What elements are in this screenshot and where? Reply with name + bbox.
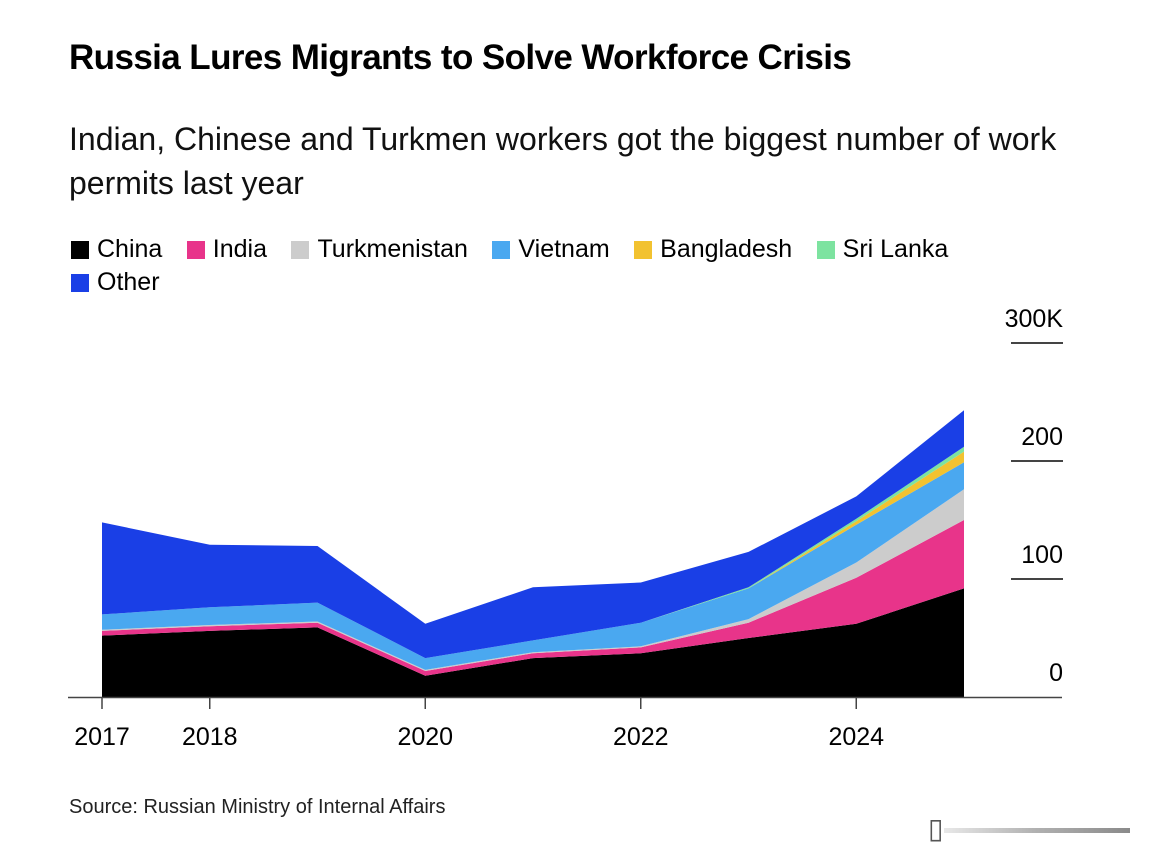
chart-title: Russia Lures Migrants to Solve Workforce… [69, 38, 852, 77]
x-tick-label: 2018 [182, 723, 238, 751]
x-tick-label: 2020 [397, 723, 453, 751]
scroll-indicator [944, 828, 1130, 833]
x-tick-label: 2017 [74, 723, 130, 751]
legend: China India Turkmenistan Vietnam Banglad… [71, 233, 1051, 299]
x-tick-label: 2024 [828, 723, 884, 751]
area-india [102, 520, 964, 676]
legend-label-turkmenistan: Turkmenistan [317, 235, 468, 263]
legend-swatch-bangladesh [634, 240, 653, 259]
chart-subtitle: Indian, Chinese and Turkmen workers got … [69, 121, 1057, 201]
legend-item-sri-lanka: Sri Lanka [816, 233, 949, 266]
y-tick-label: 0 [1049, 659, 1063, 687]
legend-swatch-sri-lanka [816, 240, 835, 259]
legend-swatch-other [71, 273, 89, 292]
legend-swatch-china [71, 240, 89, 259]
x-tick-label: 2022 [613, 723, 669, 751]
legend-swatch-turkmenistan [291, 240, 310, 259]
y-tick-label: 100 [1021, 541, 1063, 569]
source-note: Source: Russian Ministry of Internal Aff… [69, 796, 446, 818]
y-tick-label: 300K [1005, 305, 1064, 333]
legend-label-bangladesh: Bangladesh [660, 235, 793, 263]
legend-label-vietnam: Vietnam [518, 235, 610, 263]
legend-item-turkmenistan: Turkmenistan [291, 233, 468, 266]
legend-item-vietnam: Vietnam [492, 233, 610, 266]
legend-swatch-vietnam [492, 240, 511, 259]
legend-item-india: India [186, 233, 267, 266]
y-tick-label: 200 [1021, 423, 1063, 451]
legend-swatch-india [186, 240, 205, 259]
legend-label-sri-lanka: Sri Lanka [842, 235, 949, 263]
area-other [102, 410, 964, 659]
legend-label-india: India [212, 235, 267, 263]
cursor-icon: ▯ [928, 812, 944, 845]
legend-item-china: China [71, 233, 162, 266]
legend-item-other: Other [71, 266, 160, 299]
legend-label-other: Other [97, 268, 160, 296]
legend-label-china: China [97, 235, 163, 263]
area-china [102, 588, 964, 697]
area-vietnam [102, 462, 964, 670]
legend-item-bangladesh: Bangladesh [634, 233, 792, 266]
